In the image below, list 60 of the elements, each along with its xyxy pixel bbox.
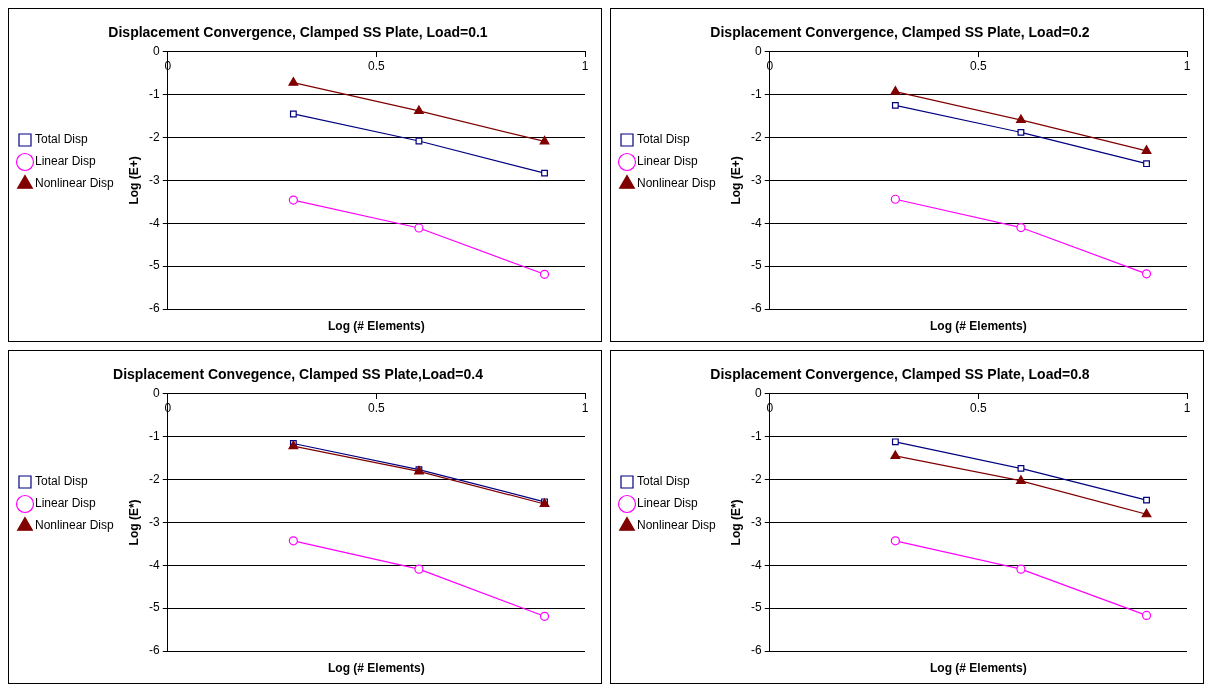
y-tick-label: -2 — [751, 129, 763, 144]
legend-label: Nonlinear Disp — [637, 176, 717, 191]
y-tick-label: -1 — [149, 428, 161, 443]
y-tick-label: -3 — [149, 172, 161, 187]
y-tick-label: -2 — [149, 129, 161, 144]
y-tick-label: -3 — [751, 172, 763, 187]
legend-label: Total Disp — [35, 132, 89, 147]
y-tick-label: -4 — [149, 215, 161, 230]
y-axis-title: Log (E*) — [729, 499, 744, 546]
y-tick-label: -5 — [149, 258, 161, 273]
y-tick-label: 0 — [755, 44, 763, 59]
x-axis-title: Log (# Elements) — [328, 661, 425, 676]
y-tick-label: -6 — [751, 301, 763, 316]
x-tick-label: 1 — [1183, 401, 1191, 416]
y-tick-label: -6 — [751, 643, 763, 658]
x-tick-label: 1 — [1183, 59, 1191, 74]
x-tick-label: 1 — [581, 401, 589, 416]
y-tick-label: -4 — [751, 215, 763, 230]
legend-label: Linear Disp — [637, 154, 699, 169]
x-axis-title: Log (# Elements) — [930, 661, 1027, 676]
y-tick-label: -1 — [149, 86, 161, 101]
y-axis-title: Log (E+) — [729, 156, 744, 205]
chart-title: Displacement Convergence, Clamped SS Plate, Load=0.2 — [710, 24, 1090, 41]
chart-title: Displacement Convergence, Clamped SS Plate, Load=0.1 — [108, 24, 488, 41]
y-tick-label: -2 — [149, 471, 161, 486]
y-tick-label: 0 — [153, 44, 161, 59]
legend-label: Total Disp — [637, 132, 691, 147]
y-axis-title: Log (E*) — [127, 499, 142, 546]
y-tick-label: 0 — [755, 386, 763, 401]
x-tick-label: 0.5 — [970, 59, 988, 74]
legend-label: Total Disp — [35, 474, 89, 489]
x-tick-label: 0.5 — [970, 401, 988, 416]
chart-title: Displacement Convegence, Clamped SS Plate,Load=0.4 — [113, 366, 484, 383]
legend-label: Linear Disp — [637, 496, 699, 511]
x-tick-label: 0.5 — [368, 401, 386, 416]
legend-label: Total Disp — [637, 474, 691, 489]
chart-title: Displacement Convergence, Clamped SS Plate, Load=0.8 — [710, 366, 1090, 383]
y-tick-label: -4 — [751, 557, 763, 572]
y-tick-label: -2 — [751, 471, 763, 486]
x-tick-label: 0.5 — [368, 59, 386, 74]
y-tick-label: -5 — [149, 600, 161, 615]
y-tick-label: -3 — [149, 514, 161, 529]
y-tick-label: -5 — [751, 258, 763, 273]
legend-label: Nonlinear Disp — [35, 518, 115, 533]
legend-label: Nonlinear Disp — [35, 176, 115, 191]
x-axis-title: Log (# Elements) — [328, 319, 425, 334]
y-axis-title: Log (E+) — [127, 156, 142, 205]
y-tick-label: -6 — [149, 301, 161, 316]
y-tick-label: 0 — [153, 386, 161, 401]
x-tick-label: 1 — [581, 59, 589, 74]
y-tick-label: -1 — [751, 86, 763, 101]
y-tick-label: -3 — [751, 514, 763, 529]
y-tick-label: -6 — [149, 643, 161, 658]
legend-label: Linear Disp — [35, 154, 97, 169]
legend-label: Nonlinear Disp — [637, 518, 717, 533]
y-tick-label: -5 — [751, 600, 763, 615]
y-tick-label: -1 — [751, 428, 763, 443]
y-tick-label: -4 — [149, 557, 161, 572]
x-axis-title: Log (# Elements) — [930, 319, 1027, 334]
legend-label: Linear Disp — [35, 496, 97, 511]
